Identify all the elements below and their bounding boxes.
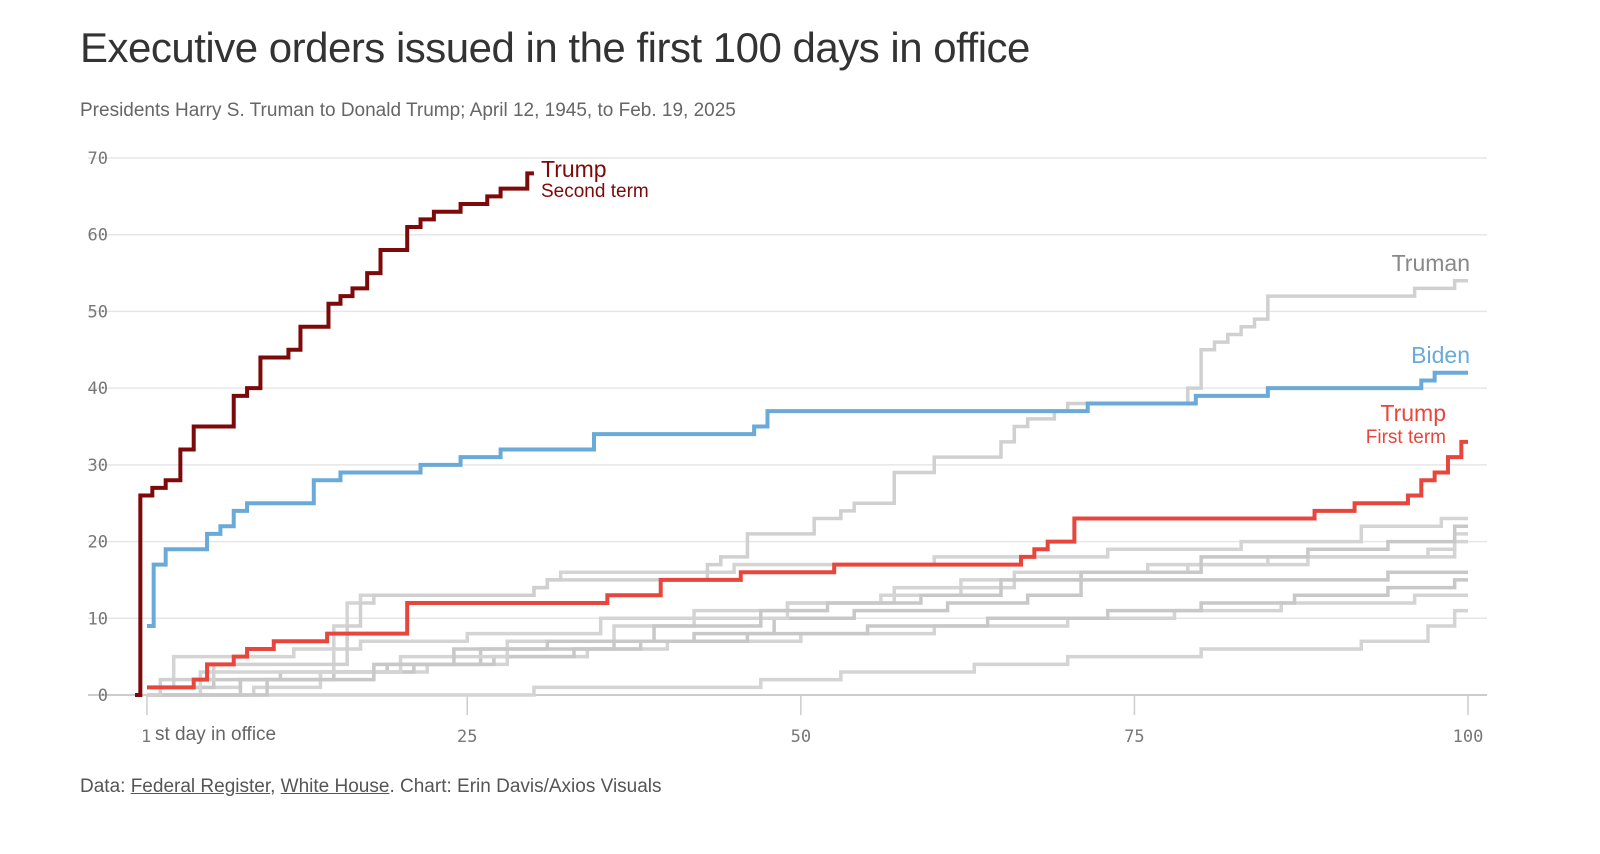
label-trump-second: Trump xyxy=(541,156,607,182)
x-tick-label: 100 xyxy=(1453,727,1484,747)
sublabel-trump-first: First term xyxy=(1366,427,1446,448)
y-tick-label: 20 xyxy=(88,533,108,553)
white-house-link[interactable]: White House xyxy=(280,776,390,797)
series-line-truman xyxy=(147,278,1468,697)
label-trump-first: Trump xyxy=(1380,400,1446,426)
series-line-biden xyxy=(147,370,1468,628)
x-tick-label: 75 xyxy=(1124,727,1144,747)
series-line-others xyxy=(147,524,1468,697)
series-line-others xyxy=(147,608,1468,697)
series-line-others xyxy=(147,539,1468,697)
y-tick-label: 10 xyxy=(88,609,108,629)
y-tick-label: 60 xyxy=(88,226,108,246)
source-note: Data: Federal Register, White House. Cha… xyxy=(80,776,662,798)
series-line-others xyxy=(147,516,1468,697)
series-line-trump-first-term xyxy=(147,439,1468,690)
y-tick-label: 0 xyxy=(98,686,108,706)
series-line-trump-second-term xyxy=(134,171,534,697)
chart-title: Executive orders issued in the first 100… xyxy=(80,24,1030,71)
label-truman: Truman xyxy=(1392,250,1470,276)
x-tick-label: 1 xyxy=(141,727,151,747)
federal-register-link[interactable]: Federal Register xyxy=(130,776,271,797)
y-tick-label: 40 xyxy=(88,379,108,399)
sublabel-trump-second: Second term xyxy=(541,181,649,202)
source-prefix: Data: xyxy=(80,776,131,797)
credit: . Chart: Erin Davis/Axios Visuals xyxy=(389,776,662,797)
source-sep: , xyxy=(270,776,281,797)
chart-subtitle: Presidents Harry S. Truman to Donald Tru… xyxy=(80,100,736,121)
x-tick-label: 50 xyxy=(791,727,811,747)
x-tick-label: 25 xyxy=(457,727,477,747)
label-biden: Biden xyxy=(1411,342,1470,368)
y-tick-label: 30 xyxy=(88,456,108,476)
x-tick-note: st day in office xyxy=(155,724,276,745)
y-tick-label: 70 xyxy=(88,149,108,169)
y-tick-label: 50 xyxy=(88,302,108,322)
